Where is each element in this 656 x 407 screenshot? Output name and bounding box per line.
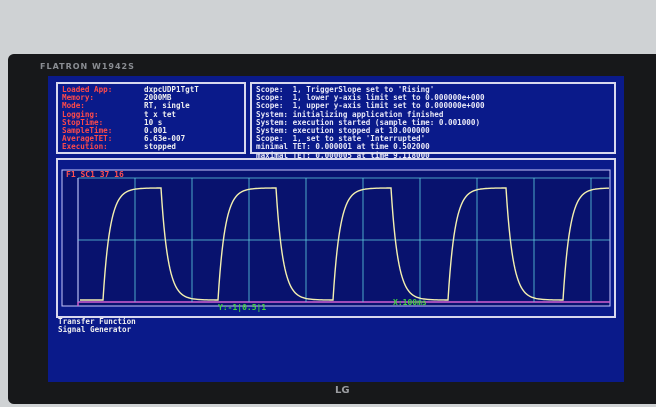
block-name: Signal Generator	[58, 326, 136, 334]
status-value: stopped	[144, 142, 176, 151]
status-label: Execution:	[62, 143, 144, 151]
page: FLATRON W1942S LG Loaded App:dxpcUDP1Tgt…	[0, 0, 656, 407]
x-scale-label: X:100ms	[393, 298, 427, 307]
scope-panel: F1 SC1 37 16 Y:-1|0.5|1 X:100ms	[56, 158, 616, 318]
plot-area	[62, 170, 610, 306]
brand: FLATRON W1942S	[40, 62, 135, 71]
status-row: Execution:stopped	[62, 143, 240, 151]
y-scale-label: Y:-1|0.5|1	[218, 303, 266, 312]
log-panel: Scope: 1, TriggerSlope set to 'Rising'Sc…	[250, 82, 616, 154]
logo: LG	[335, 385, 350, 396]
scope: F1 SC1 37 16 Y:-1|0.5|1 X:100ms	[58, 160, 614, 316]
